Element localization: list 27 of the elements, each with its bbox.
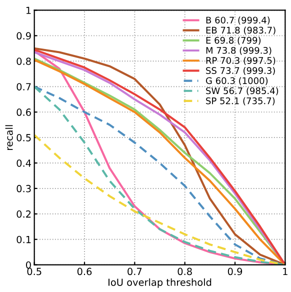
x-axis-title: IoU overlap threshold [108,278,212,288]
x-tick-label: 0.8 [178,268,192,276]
legend-label: M 73.8 (999.3) [206,46,272,55]
y-axis-title: recall [5,125,13,150]
legend-label: E 69.8 (799) [206,36,261,45]
y-tick-label: 0.5 [16,134,31,142]
x-tick-label: 1 [283,268,288,276]
y-tick-label: 0.1 [16,236,31,244]
legend-label: EB 71.8 (983.7) [206,26,276,35]
y-tick-label: 0.6 [16,108,31,116]
x-tick-label: 0.9 [228,268,242,276]
y-tick-label: 0.2 [16,210,31,218]
legend-label: SP 52.1 (735.7) [206,97,275,106]
y-tick-label: 0.9 [16,32,31,40]
legend-label: G 60.3 (1000) [206,77,268,86]
y-tick-label: 0 [26,261,31,269]
x-tick-label: 0.7 [128,268,142,276]
legend-label: B 60.7 (999.4) [206,16,270,25]
legend-label: RP 70.3 (997.5) [206,56,276,65]
y-tick-label: 0.3 [16,184,31,192]
y-tick-label: 0.4 [16,159,32,167]
x-tick-label: 0.6 [77,268,92,276]
y-tick-label: 0.7 [16,83,31,90]
legend-label: SS 73.7 (999.3) [206,67,275,76]
y-tick-label: 1 [26,6,31,14]
y-tick-label: 0.8 [16,58,31,65]
legend-label: SW 56.7 (985.4) [206,87,278,96]
